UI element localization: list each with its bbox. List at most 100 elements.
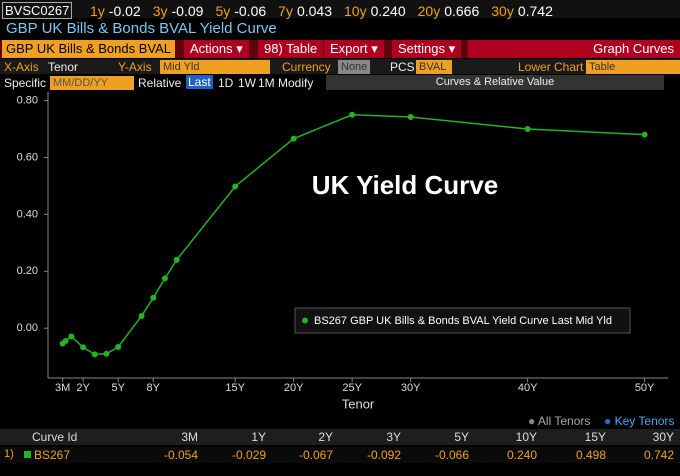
graph-curves-button[interactable]: Graph Curves: [468, 40, 680, 58]
ticker-label: 1y: [90, 3, 105, 19]
key-tenors-toggle[interactable]: ● Key Tenors: [604, 414, 675, 428]
table-header: Curve Id: [32, 430, 78, 444]
ticker-label: 3y: [152, 3, 168, 19]
period-last[interactable]: Last: [186, 75, 213, 89]
y-tick-label: 0.20: [17, 265, 38, 277]
subtitle: GBP UK Bills & Bonds BVAL Yield Curve: [6, 20, 277, 37]
data-point: [150, 294, 157, 301]
legend-box: [294, 307, 631, 334]
curve-color-swatch: [24, 451, 31, 458]
toggle-label: All Tenors: [537, 414, 591, 428]
data-point: [115, 343, 122, 350]
y-tick-label: 0.40: [17, 208, 38, 220]
ticker-value: -0.09: [171, 3, 204, 19]
data-point: [138, 312, 145, 319]
ticker-value: 0.240: [370, 3, 406, 19]
y-tick-label: 0.00: [17, 322, 38, 334]
y-tick-label: 0.80: [17, 94, 38, 106]
table-cell: 1): [4, 448, 14, 460]
ticker-label: 10y: [344, 3, 367, 19]
x-axis-title: Tenor: [342, 396, 375, 411]
ticker-label: 5y: [215, 3, 231, 19]
period-1w[interactable]: 1W: [238, 76, 256, 90]
curve-name[interactable]: GBP UK Bills & Bonds BVAL: [2, 40, 175, 58]
x-tick-label: 3M: [55, 382, 70, 394]
ticker-value: -0.02: [108, 3, 141, 19]
data-point: [173, 256, 180, 263]
ticker-label: 20y: [417, 3, 441, 19]
export-button[interactable]: Export: [324, 40, 384, 58]
table-cell: -0.054: [163, 448, 198, 462]
x-axis-label: X-Axis: [4, 60, 39, 74]
relative-label: Relative: [138, 76, 182, 90]
ticker-value: 0.043: [296, 3, 332, 19]
table-header: 10Y: [515, 430, 537, 444]
ticker-label: 7y: [278, 3, 293, 19]
legend-label: BS267 GBP UK Bills & Bonds BVAL Yield Cu…: [314, 315, 612, 327]
data-point: [62, 338, 69, 345]
currency-select[interactable]: None: [338, 60, 371, 74]
actions-button[interactable]: Actions: [184, 40, 249, 58]
date-input[interactable]: MM/DD/YY: [50, 76, 134, 90]
table-cell: 0.498: [575, 448, 606, 462]
x-tick-label: 25Y: [342, 382, 362, 394]
table-header: 3Y: [386, 430, 401, 444]
x-tick-label: 5Y: [111, 382, 125, 394]
all-tenors-toggle[interactable]: ● All Tenors: [528, 414, 591, 428]
currency-label: Currency: [282, 60, 331, 74]
data-point: [641, 131, 648, 138]
data-point: [407, 114, 414, 121]
table-header: 1Y: [251, 430, 266, 444]
table-cell: BS267: [34, 448, 71, 462]
table: Curve Id 3M 1Y 2Y 3Y 5Y 10Y 15Y 30Y 1) BS267 -0.054…: [0, 429, 680, 476]
toggle-label: Key Tenors: [614, 414, 675, 428]
period-1m[interactable]: 1M: [258, 76, 275, 90]
x-tick-label: 15Y: [225, 382, 245, 394]
pcs-label: PCS: [390, 60, 415, 74]
data-point: [91, 351, 98, 358]
y-axis-label: Y-Axis: [118, 60, 152, 74]
table-header: 30Y: [652, 430, 674, 444]
legend-marker: [302, 317, 308, 324]
period-1d[interactable]: 1D: [218, 76, 234, 90]
table-cell: -0.067: [298, 448, 333, 462]
row-bg: [0, 447, 680, 463]
table-header-bg: [0, 429, 680, 445]
table-cell: 0.240: [506, 448, 537, 462]
chart: UK Yield Curve Tenor 0.80 0.60 0.40 0.20 0.0…: [17, 92, 668, 411]
table-header: 5Y: [454, 430, 469, 444]
settings-button[interactable]: Settings: [392, 40, 462, 58]
data-point: [161, 275, 168, 282]
data-point: [232, 183, 239, 190]
table-header: 15Y: [584, 430, 606, 444]
y-tick-label: 0.60: [17, 151, 38, 163]
x-tick-label: 20Y: [284, 382, 304, 394]
lower-chart-label: Lower Chart: [518, 60, 584, 74]
x-tick-label: 2Y: [76, 382, 90, 394]
x-tick-label: 8Y: [147, 382, 161, 394]
ticker-items: 1y -0.02 3y -0.09 5y -0.06 7y 0.043 10y 0.240 20y 0…: [90, 3, 565, 19]
modify-button[interactable]: Modify: [278, 76, 314, 90]
panel-title: Curves & Relative Value: [326, 75, 664, 90]
ticker-value: 0.666: [444, 3, 480, 19]
x-tick-label: 30Y: [401, 382, 421, 394]
data-point: [68, 333, 75, 340]
x-axis-value: Tenor: [48, 60, 79, 74]
y-axis-select[interactable]: Mid Yld: [160, 60, 270, 74]
ticker-label: 30y: [491, 3, 514, 19]
data-point: [103, 350, 110, 357]
data-point: [524, 125, 531, 132]
lower-chart-select[interactable]: Table: [586, 60, 680, 74]
data-point: [349, 111, 356, 118]
pcs-input[interactable]: BVAL: [416, 60, 452, 74]
table-button[interactable]: 98) Table: [258, 40, 324, 58]
chart-annotation: UK Yield Curve: [312, 170, 498, 200]
data-point: [290, 135, 297, 142]
ticker-value: -0.06: [234, 3, 267, 19]
ticker-id: BVSC0267: [2, 2, 73, 19]
ticker-bar: [0, 0, 680, 18]
table-header: 3M: [181, 430, 198, 444]
ticker-value: 0.742: [517, 3, 553, 19]
table-cell: -0.029: [231, 448, 266, 462]
